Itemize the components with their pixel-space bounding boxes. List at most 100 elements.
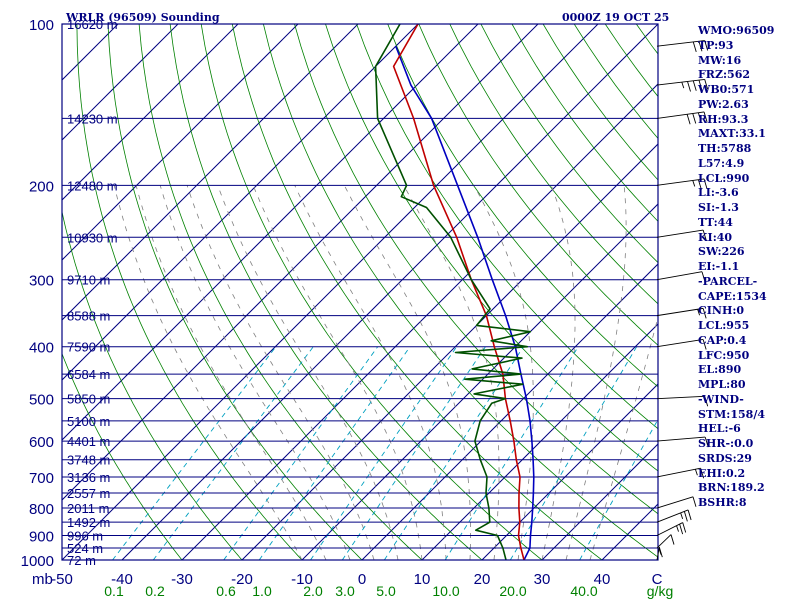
index-entry: CAPE:1534	[698, 289, 767, 303]
moist-adiabat-line	[135, 185, 327, 560]
isotherm-line	[62, 24, 179, 141]
wind-barb	[656, 395, 709, 407]
pressure-label: 100	[29, 17, 54, 34]
isotherm-line	[481, 383, 658, 560]
index-entry: LFC:950	[698, 348, 750, 362]
isotherm-line	[62, 24, 599, 560]
index-entry: HEL:-6	[698, 422, 741, 436]
height-label: 5100 m	[67, 414, 110, 429]
mixing-ratio-line	[223, 346, 379, 560]
moist-adiabat-line	[252, 185, 423, 560]
dry-adiabat-line	[169, 24, 483, 560]
moist-adiabat-line	[294, 185, 447, 560]
moist-adiabat-line	[343, 185, 471, 560]
isotherm-line	[62, 24, 419, 381]
isotherm-line	[421, 323, 658, 560]
mixing-ratio-label: 20.0	[499, 583, 526, 599]
index-entry: KI:40	[698, 230, 733, 244]
wind-barb	[656, 467, 705, 479]
temperature-tick-label: 10	[414, 571, 431, 588]
height-label: 14230 m	[67, 111, 118, 126]
isotherm-line	[62, 24, 479, 441]
isotherm-line	[241, 143, 658, 560]
chart-profiles	[374, 24, 535, 560]
mixing-ratio-label: 1.0	[252, 583, 272, 599]
index-entry: EI:-1.1	[698, 260, 740, 273]
temperature-tick-label: -10	[291, 571, 313, 588]
moist-adiabat-line	[186, 185, 375, 560]
height-label: 3748 m	[67, 453, 110, 468]
height-label: 996 m	[67, 528, 103, 543]
index-entry: RH:93.3	[698, 112, 749, 126]
temperature-tick-label: 40	[594, 571, 611, 588]
index-entry: PW:2.63	[698, 97, 749, 111]
height-label: 7590 m	[67, 340, 110, 355]
plot-border	[61, 23, 659, 561]
mixing-ratio-line	[310, 346, 458, 560]
pressure-label: 500	[29, 392, 54, 409]
unit-label-mb: mb	[32, 571, 53, 588]
index-entry: STM:158/4	[698, 407, 765, 421]
mixing-ratio-line	[444, 346, 579, 560]
dry-adiabat-line	[138, 24, 423, 560]
wind-barb	[656, 509, 692, 523]
parcel-profile-line	[395, 45, 535, 560]
height-label: 16620 m	[67, 17, 118, 32]
wind-barb	[656, 40, 709, 53]
isotherm-line	[301, 203, 658, 560]
index-entry: EL:890	[698, 363, 742, 377]
index-entry: SHR-:0.0	[698, 437, 754, 450]
index-entry: BSHR:8	[698, 496, 747, 509]
mixing-ratio-line	[112, 346, 277, 560]
chart-title-left: WRLR (96509) Sounding	[65, 11, 220, 24]
mixing-ratio-label: 0.1	[104, 583, 124, 599]
isotherm-line	[62, 24, 539, 501]
isotherm-line	[121, 24, 658, 560]
index-entry: LCL:955	[698, 319, 750, 332]
unit-label-c: C	[652, 571, 663, 588]
mixing-ratio-label: 2.0	[303, 583, 323, 599]
mixing-ratio-line	[258, 346, 411, 560]
index-entry: WMO:96509	[698, 24, 775, 37]
index-entry: TT:44	[698, 215, 733, 229]
dewpoint-profile-line	[374, 24, 532, 560]
mixing-ratio-label: 5.0	[376, 583, 396, 599]
temperature-tick-label: -30	[171, 571, 193, 588]
index-entry: CAP:0.4	[698, 333, 747, 347]
index-entry: MPL:80	[698, 378, 746, 391]
mixing-ratio-unit-label: g/kg	[647, 583, 673, 599]
mixing-ratio-label: 0.2	[145, 583, 165, 599]
chart-frame	[61, 23, 659, 561]
height-label: 9710 m	[67, 273, 110, 288]
chart-grid	[62, 24, 658, 560]
wind-barb	[656, 534, 675, 549]
index-entry: SI:-1.3	[698, 201, 739, 214]
index-entry: -PARCEL-	[698, 274, 758, 288]
height-label: 72 m	[67, 553, 96, 568]
moist-adiabat-line	[403, 185, 500, 560]
dry-adiabat-line	[76, 24, 303, 560]
mixing-ratio-label: 0.6	[216, 583, 236, 599]
pressure-label: 700	[29, 470, 54, 487]
index-entry: MW:16	[698, 53, 742, 67]
pressure-label: 1000	[21, 553, 54, 570]
index-entry: LCL:990	[698, 171, 750, 185]
height-label: 6584 m	[67, 367, 110, 382]
moist-adiabat-line	[217, 185, 399, 560]
temperature-tick-label: 20	[474, 571, 491, 588]
wind-barbs	[656, 40, 709, 561]
height-label: 8588 m	[67, 309, 110, 324]
moist-adiabat-line	[113, 185, 303, 560]
index-entry: L57:4.9	[698, 156, 745, 170]
index-entry: TP:93	[698, 38, 734, 52]
index-entry: BRN:189.2	[698, 481, 765, 495]
wind-barb	[656, 339, 707, 350]
index-entry: FRZ:562	[698, 68, 751, 82]
index-entry: CINH:0	[698, 304, 745, 318]
isotherm-line	[541, 443, 658, 560]
index-entry: EHI:0.2	[698, 466, 746, 480]
pressure-label: 800	[29, 501, 54, 518]
temperature-tick-label: -20	[231, 571, 253, 588]
